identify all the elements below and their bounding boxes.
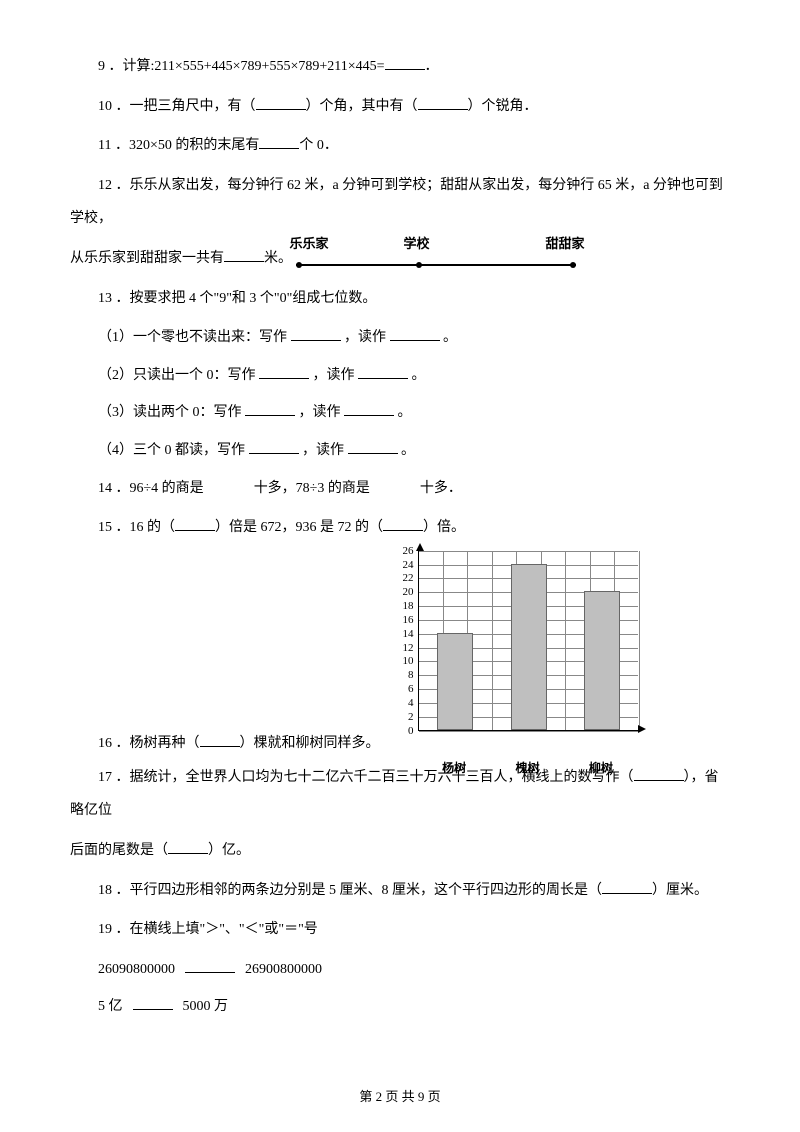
text: ，读作 xyxy=(299,443,348,458)
text: 16 ．杨树再种（ xyxy=(98,736,200,751)
blank[interactable] xyxy=(259,133,299,149)
text: 13 ．按要求把 4 个"9"和 3 个"0"组成七位数。 xyxy=(98,291,376,306)
text: 12 ．乐乐从家出发，每分钟行 62 米，a 分钟可到学校；甜甜从家出发，每分钟… xyxy=(70,178,723,227)
question-11: 11 ．320×50 的积的末尾有 个 0． xyxy=(70,129,730,163)
question-19: 19 ．在横线上填"＞"、"＜"或"＝"号 xyxy=(70,913,730,947)
blank[interactable] xyxy=(390,325,440,341)
text: 17 ．据统计，全世界人口均为七十二亿六千二百三十万六千三百人，横线上的数写作（ xyxy=(98,770,634,785)
text: （1）一个零也不读出来：写作 xyxy=(98,330,291,345)
q13-3: （3）读出两个 0：写作 ，读作 。 xyxy=(70,396,730,430)
text: 26090800000 xyxy=(98,962,175,977)
blank[interactable] xyxy=(259,363,309,379)
text: 19 ．在横线上填"＞"、"＜"或"＝"号 xyxy=(98,922,318,937)
text: 米。 xyxy=(264,251,292,266)
blank[interactable] xyxy=(133,994,173,1010)
text: ）棵就和柳树同样多。 xyxy=(240,736,380,751)
blank[interactable] xyxy=(185,957,235,973)
blank[interactable] xyxy=(348,438,398,454)
text: 。 xyxy=(440,330,458,345)
blank[interactable] xyxy=(385,54,425,70)
blank[interactable] xyxy=(602,878,652,894)
question-14: 14 ．96÷4 的商是 十多，78÷3 的商是 十多． xyxy=(70,472,730,506)
question-12-continue: 从乐乐家到甜甜家一共有 米。 乐乐家 学校 甜甜家 xyxy=(70,242,730,276)
blank[interactable] xyxy=(200,731,240,747)
text: 从乐乐家到甜甜家一共有 xyxy=(70,251,224,266)
text: 。 xyxy=(408,368,426,383)
text: 十多． xyxy=(420,481,462,496)
text: 。 xyxy=(394,405,412,420)
text: 后面的尾数是（ xyxy=(70,843,168,858)
question-17-continue: 后面的尾数是（ ）亿。 xyxy=(70,834,730,868)
text: 十多，78÷3 的商是 xyxy=(254,481,370,496)
blank[interactable] xyxy=(418,94,468,110)
blank[interactable] xyxy=(245,400,295,416)
blank[interactable] xyxy=(256,94,306,110)
text: 5 亿 xyxy=(98,999,123,1014)
text: ）个角，其中有（ xyxy=(306,99,418,114)
text: （4）三个 0 都读，写作 xyxy=(98,443,249,458)
text: ，读作 xyxy=(309,368,358,383)
line-diagram: 乐乐家 学校 甜甜家 xyxy=(296,248,576,270)
text: ，读作 xyxy=(295,405,344,420)
blank[interactable] xyxy=(224,246,264,262)
text: 18 ．平行四边形相邻的两条边分别是 5 厘米、8 厘米，这个平行四边形的周长是… xyxy=(98,883,602,898)
q13-1: （1）一个零也不读出来：写作 ，读作 。 xyxy=(70,321,730,355)
text: （3）读出两个 0：写作 xyxy=(98,405,245,420)
q9-suffix: ． xyxy=(425,59,439,74)
text: 5000 万 xyxy=(183,999,229,1014)
blank[interactable] xyxy=(634,765,684,781)
text: 14 ．96÷4 的商是 xyxy=(98,481,204,496)
text: 10 ．一把三角尺中，有（ xyxy=(98,99,256,114)
text: ）厘米。 xyxy=(652,883,708,898)
q13-2: （2）只读出一个 0：写作 ，读作 。 xyxy=(70,359,730,393)
question-17: 17 ．据统计，全世界人口均为七十二亿六千二百三十万六千三百人，横线上的数写作（… xyxy=(70,761,730,828)
text: ）倍。 xyxy=(423,520,465,535)
question-18: 18 ．平行四边形相邻的两条边分别是 5 厘米、8 厘米，这个平行四边形的周长是… xyxy=(70,874,730,908)
label-school: 学校 xyxy=(404,228,430,259)
text: 。 xyxy=(398,443,416,458)
blank[interactable] xyxy=(291,325,341,341)
blank[interactable] xyxy=(249,438,299,454)
q19-line2: 5 亿 5000 万 xyxy=(70,990,730,1024)
page-footer: 第 2 页 共 9 页 xyxy=(0,1081,800,1112)
question-9: 9 ．计算:211×555+445×789+555×789+211×445= ． xyxy=(70,50,730,84)
text: 26900800000 xyxy=(245,962,322,977)
question-12: 12 ．乐乐从家出发，每分钟行 62 米，a 分钟可到学校；甜甜从家出发，每分钟… xyxy=(70,169,730,236)
question-16: 16 ．杨树再种（ ）棵就和柳树同样多。 xyxy=(70,727,380,761)
blank[interactable] xyxy=(168,838,208,854)
text: ）亿。 xyxy=(208,843,250,858)
text: （2）只读出一个 0：写作 xyxy=(98,368,259,383)
bar-chart: 02468101214161820222426杨树槐树柳树 xyxy=(390,551,650,761)
text: ，读作 xyxy=(341,330,390,345)
blank[interactable] xyxy=(344,400,394,416)
q19-line1: 26090800000 26900800000 xyxy=(70,953,730,987)
label-tiantian: 甜甜家 xyxy=(546,228,585,259)
question-16-row: 16 ．杨树再种（ ）棵就和柳树同样多。 02468101214161820222… xyxy=(70,551,730,761)
text: 11 ．320×50 的积的末尾有 xyxy=(98,138,259,153)
text: ）个锐角． xyxy=(468,99,538,114)
question-13: 13 ．按要求把 4 个"9"和 3 个"0"组成七位数。 xyxy=(70,282,730,316)
blank[interactable] xyxy=(383,515,423,531)
text: ）倍是 672，936 是 72 的（ xyxy=(215,520,383,535)
q13-4: （4）三个 0 都读，写作 ，读作 。 xyxy=(70,434,730,468)
question-10: 10 ．一把三角尺中，有（ ）个角，其中有（ ）个锐角． xyxy=(70,90,730,124)
q9-text: 9 ．计算:211×555+445×789+555×789+211×445= xyxy=(98,59,385,74)
text: 15 ．16 的（ xyxy=(98,520,175,535)
text: 个 0． xyxy=(299,138,338,153)
blank[interactable] xyxy=(358,363,408,379)
blank[interactable] xyxy=(175,515,215,531)
label-lele: 乐乐家 xyxy=(290,228,329,259)
